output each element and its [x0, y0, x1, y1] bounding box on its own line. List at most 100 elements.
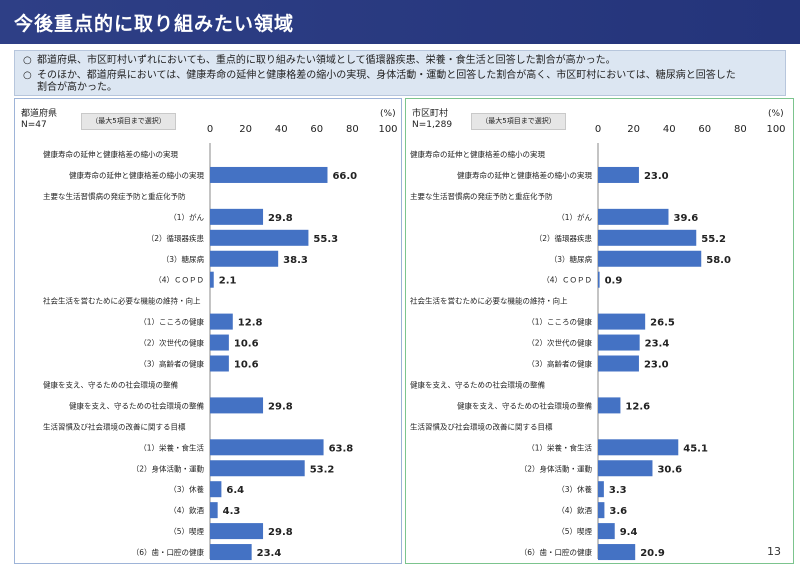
- bar: [598, 271, 600, 288]
- summary-line: ○ 都道府県、市区町村いずれにおいても、重点的に取り組みたい領域として循環器疾患、…: [23, 55, 616, 67]
- municipality-bar-chart: 0 20 40 60 80 100健康寿命の延伸と健康格差の縮小の実現健康寿命の延伸と健康…: [410, 124, 786, 561]
- bar: [210, 397, 264, 414]
- bar: [598, 166, 639, 183]
- data-label: 45.1: [683, 443, 708, 454]
- bar: [210, 166, 328, 183]
- prefecture-bar-chart: 0 20 40 60 80 100健康寿命の延伸と健康格差の縮小の実現健康寿命の延伸と健康…: [43, 124, 398, 561]
- summary-line: 割合が高かった。: [23, 82, 117, 94]
- bar: [598, 313, 646, 330]
- bar-label: （1）こころの健康: [527, 317, 592, 327]
- x-tick-label: 40: [663, 124, 676, 135]
- selection-note: （最大5項目まで選択）: [81, 113, 176, 130]
- bar: [598, 523, 615, 540]
- group-name: 市区町村: [412, 109, 449, 119]
- unit-label: (%): [380, 109, 396, 119]
- category-heading: 健康を支え、守るための社会環境の整備: [410, 379, 545, 389]
- bar-label: （1）がん: [169, 212, 204, 222]
- bar-label: （5）喫煙: [169, 526, 204, 536]
- page-title: 今後重点的に取り組みたい領域: [14, 13, 295, 35]
- bar-label: （2）循環器疾患: [147, 233, 205, 243]
- bar: [598, 502, 605, 519]
- bar: [598, 229, 697, 246]
- unit-label: (%): [768, 109, 784, 119]
- x-tick-label: 80: [346, 124, 359, 135]
- bar-label: （2）次世代の健康: [139, 338, 204, 348]
- bar: [598, 481, 604, 498]
- category-heading: 生活習慣及び社会環境の改善に関する目標: [410, 421, 553, 431]
- category-heading: 健康寿命の延伸と健康格差の縮小の実現: [410, 149, 545, 159]
- bar-label: （3）高齢者の健康: [139, 359, 204, 369]
- bar-label: （4）飲酒: [557, 505, 592, 515]
- data-label: 10.6: [234, 339, 259, 350]
- bar-label: （4）ＣＯＰＤ: [154, 276, 204, 285]
- x-tick-label: 20: [627, 124, 640, 135]
- data-label: 23.0: [644, 171, 669, 182]
- data-label: 23.0: [644, 360, 669, 371]
- bar-label: （3）休養: [169, 484, 204, 494]
- municipality-group-label: 市区町村 N=1,289: [412, 109, 452, 131]
- bar-label: （6）歯・口腔の健康: [520, 547, 593, 557]
- bar-label: （3）糖尿病: [550, 254, 593, 264]
- bar-label: （1）がん: [557, 212, 592, 222]
- sample-size: N=1,289: [412, 120, 453, 130]
- bar-label: （4）ＣＯＰＤ: [542, 276, 592, 285]
- bar: [598, 250, 702, 267]
- summary-text: そのほか、都道府県においては、健康寿命の延伸と健康格差の縮小の実現、身体活動・運…: [37, 70, 736, 81]
- category-heading: 健康を支え、守るための社会環境の整備: [43, 379, 178, 389]
- bar: [210, 313, 233, 330]
- data-label: 63.8: [329, 443, 354, 454]
- data-label: 58.0: [706, 255, 731, 266]
- bar-label: （3）高齢者の健康: [527, 359, 592, 369]
- summary-text: 割合が高かった。: [37, 82, 117, 93]
- data-label: 38.3: [283, 255, 308, 266]
- data-label: 30.6: [657, 464, 682, 475]
- selection-note: （最大5項目まで選択）: [471, 113, 566, 130]
- data-label: 3.6: [609, 506, 627, 517]
- x-tick-label: 20: [239, 124, 252, 135]
- bar: [210, 460, 305, 477]
- bar-label: （3）休養: [557, 484, 592, 494]
- data-label: 53.2: [310, 464, 335, 475]
- data-label: 0.9: [605, 276, 623, 287]
- x-tick-label: 40: [275, 124, 288, 135]
- x-tick-label: 0: [207, 124, 213, 135]
- x-tick-label: 60: [698, 124, 711, 135]
- page-number: 13: [767, 545, 781, 558]
- bar: [598, 397, 621, 414]
- data-label: 9.4: [620, 527, 638, 538]
- category-heading: 生活習慣及び社会環境の改善に関する目標: [43, 421, 186, 431]
- x-tick-label: 100: [766, 124, 785, 135]
- group-name: 都道府県: [21, 109, 58, 119]
- bar: [598, 355, 639, 372]
- prefecture-group-label: 都道府県 N=47: [21, 109, 57, 131]
- bar: [210, 334, 229, 351]
- bar: [210, 502, 218, 519]
- summary-line: ○ そのほか、都道府県においては、健康寿命の延伸と健康格差の縮小の実現、身体活動・…: [23, 70, 736, 82]
- data-label: 6.4: [226, 485, 244, 496]
- x-tick-label: 60: [310, 124, 323, 135]
- title-bar: 今後重点的に取り組みたい領域: [0, 0, 800, 44]
- bar: [210, 523, 264, 540]
- bar: [598, 439, 679, 456]
- data-label: 55.2: [701, 234, 726, 245]
- bar: [210, 544, 252, 561]
- x-tick-label: 0: [595, 124, 601, 135]
- bar-label: （4）飲酒: [169, 505, 204, 515]
- bullet-circle-icon: ○: [23, 70, 32, 81]
- bar-label: （2）身体活動・運動: [520, 463, 593, 473]
- bar-label: 健康を支え、守るための社会環境の整備: [69, 400, 204, 410]
- bar-label: （1）栄養・食生活: [527, 442, 592, 452]
- data-label: 12.6: [625, 401, 650, 412]
- x-tick-label: 80: [734, 124, 747, 135]
- data-label: 39.6: [673, 213, 698, 224]
- data-label: 4.3: [223, 506, 241, 517]
- summary-text: 都道府県、市区町村いずれにおいても、重点的に取り組みたい領域として循環器疾患、栄…: [37, 55, 616, 66]
- bar: [210, 355, 229, 372]
- bar: [598, 208, 669, 225]
- data-label: 23.4: [257, 548, 282, 559]
- bar: [210, 208, 264, 225]
- bar: [210, 229, 309, 246]
- prefecture-chart-panel: 都道府県 N=47 （最大5項目まで選択） (%) 0 20 40 60 80 100 健康…: [14, 98, 402, 564]
- data-label: 29.8: [268, 213, 293, 224]
- summary-box: ○ 都道府県、市区町村いずれにおいても、重点的に取り組みたい領域として循環器疾患、…: [14, 50, 786, 96]
